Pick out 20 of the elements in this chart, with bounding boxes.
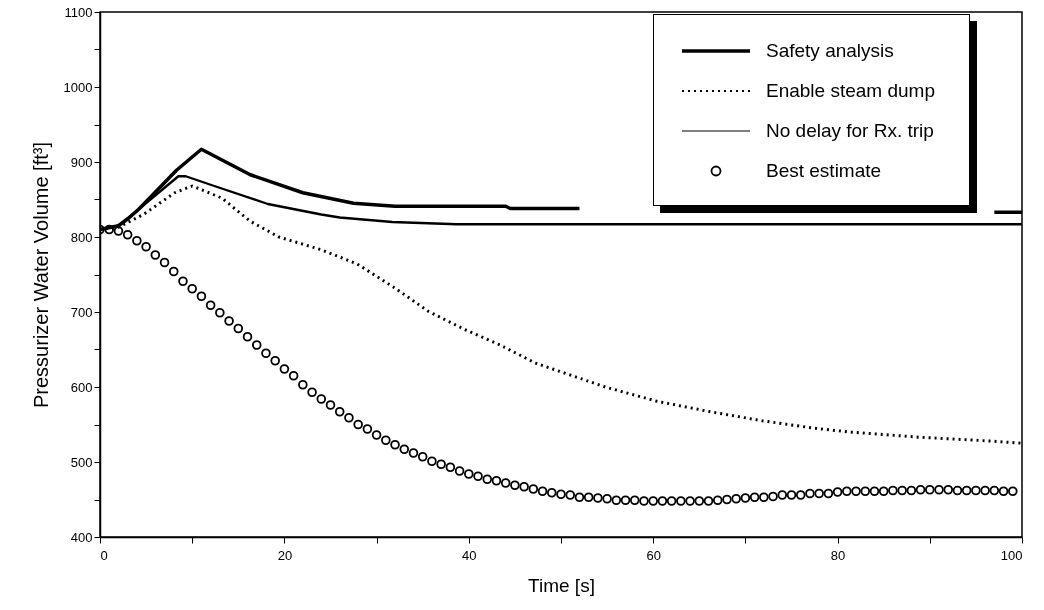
- x-tick-label: 0: [100, 547, 108, 563]
- y-tick-label: 600: [70, 379, 93, 395]
- y-tick-label: 1100: [64, 4, 93, 20]
- y-tick-label: 500: [70, 454, 93, 470]
- y-tick-label: 700: [70, 304, 93, 320]
- x-axis-title: Time [s]: [528, 574, 595, 596]
- y-tick-label: 800: [70, 229, 93, 245]
- x-tick-label: 60: [646, 547, 661, 563]
- legend-label: Safety analysis: [766, 40, 894, 62]
- x-tick-label: 80: [830, 547, 846, 563]
- y-tick-label: 1000: [63, 79, 93, 95]
- y-tick-label: 400: [70, 529, 93, 545]
- y-axis-title: Pressurizer Water Volume [ft³]: [29, 142, 52, 408]
- x-tick-label: 100: [1000, 547, 1023, 563]
- legend-label: Enable steam dump: [766, 80, 935, 102]
- y-tick-label: 900: [70, 154, 93, 170]
- x-tick-label: 40: [462, 547, 477, 563]
- legend-label: Best estimate: [766, 160, 882, 182]
- legend-label: No delay for Rx. trip: [766, 120, 934, 142]
- x-tick-label: 20: [277, 547, 293, 563]
